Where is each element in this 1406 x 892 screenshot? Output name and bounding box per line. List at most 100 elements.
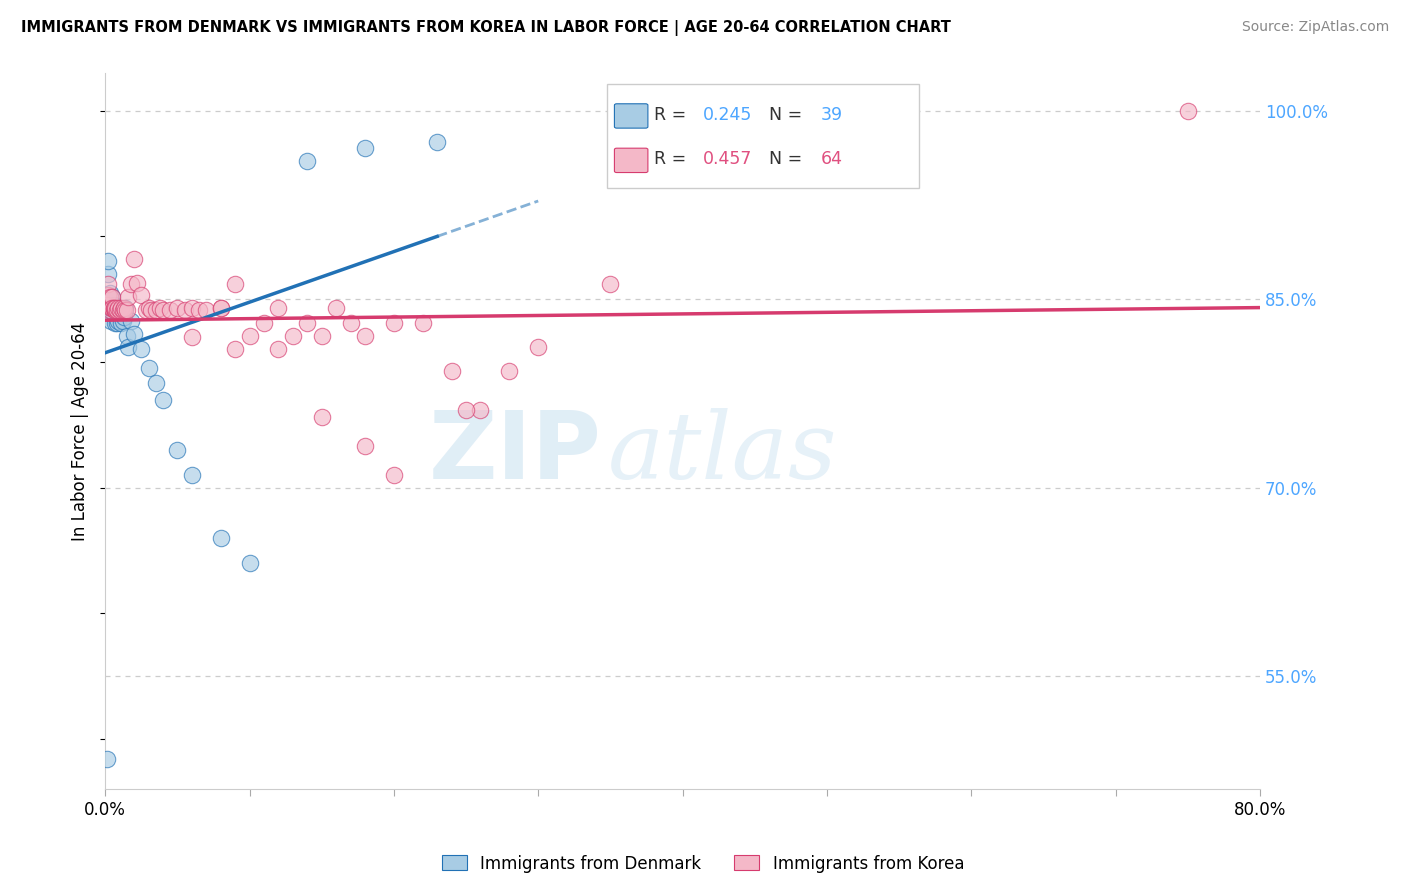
Point xyxy=(599,277,621,291)
Point xyxy=(104,316,127,330)
Point xyxy=(135,303,157,318)
Text: IMMIGRANTS FROM DENMARK VS IMMIGRANTS FROM KOREA IN LABOR FORCE | AGE 20-64 CORR: IMMIGRANTS FROM DENMARK VS IMMIGRANTS FR… xyxy=(21,20,950,36)
Point xyxy=(238,328,260,343)
Point xyxy=(97,267,120,281)
Point xyxy=(105,301,128,315)
Point xyxy=(297,153,319,168)
Point xyxy=(100,301,122,315)
Point xyxy=(253,316,276,330)
Point xyxy=(120,313,142,327)
Point xyxy=(354,439,377,453)
Point xyxy=(97,288,120,302)
Point xyxy=(97,254,120,268)
Point xyxy=(104,302,127,317)
Text: 0.245: 0.245 xyxy=(703,105,752,123)
Text: Source: ZipAtlas.com: Source: ZipAtlas.com xyxy=(1241,20,1389,34)
Point xyxy=(100,301,122,315)
Point xyxy=(110,301,132,315)
Point xyxy=(98,285,121,300)
Point xyxy=(112,310,135,324)
Point xyxy=(297,316,319,330)
Text: 64: 64 xyxy=(821,150,844,168)
Point xyxy=(354,141,377,155)
Point xyxy=(104,301,127,315)
Point xyxy=(339,316,361,330)
Point xyxy=(173,303,195,318)
Text: atlas: atlas xyxy=(607,408,837,498)
Point xyxy=(98,298,121,312)
Point xyxy=(104,303,127,318)
Point xyxy=(96,304,118,318)
Point xyxy=(238,556,260,570)
FancyBboxPatch shape xyxy=(614,103,648,128)
Point xyxy=(115,303,138,318)
Point xyxy=(382,316,405,330)
Point xyxy=(129,288,152,302)
Point xyxy=(281,328,304,343)
Point xyxy=(149,301,172,315)
Point xyxy=(103,302,125,317)
Point xyxy=(117,290,139,304)
Point xyxy=(115,328,138,343)
Point xyxy=(105,303,128,318)
Point xyxy=(180,330,202,344)
Point xyxy=(145,303,167,318)
Point xyxy=(107,304,129,318)
Point xyxy=(122,252,145,266)
Point xyxy=(103,307,125,321)
Point xyxy=(120,277,142,291)
Point xyxy=(117,340,139,354)
Point xyxy=(195,303,218,318)
Point xyxy=(1177,103,1199,118)
Point xyxy=(267,301,290,315)
Text: R =: R = xyxy=(654,105,692,123)
Point xyxy=(454,402,477,417)
Point xyxy=(103,301,125,315)
Point xyxy=(98,290,121,304)
Point xyxy=(267,343,290,357)
Point xyxy=(107,313,129,327)
Point xyxy=(426,135,449,149)
Point xyxy=(112,301,135,315)
Point xyxy=(382,468,405,483)
Legend: Immigrants from Denmark, Immigrants from Korea: Immigrants from Denmark, Immigrants from… xyxy=(434,848,972,880)
Point xyxy=(129,343,152,357)
Point xyxy=(180,301,202,315)
Text: N =: N = xyxy=(769,105,808,123)
Point xyxy=(166,301,188,315)
Point xyxy=(354,328,377,343)
Point xyxy=(107,301,129,315)
Point xyxy=(96,752,118,766)
Point xyxy=(111,313,134,327)
Point xyxy=(412,316,434,330)
Point xyxy=(224,343,246,357)
Text: R =: R = xyxy=(654,150,692,168)
FancyBboxPatch shape xyxy=(607,84,920,187)
Point xyxy=(145,376,167,391)
Point xyxy=(311,410,333,425)
Text: 39: 39 xyxy=(821,105,844,123)
Point xyxy=(224,277,246,291)
Text: 0.457: 0.457 xyxy=(703,150,752,168)
Point xyxy=(125,276,148,290)
Point xyxy=(101,290,124,304)
Point xyxy=(114,301,136,315)
Y-axis label: In Labor Force | Age 20-64: In Labor Force | Age 20-64 xyxy=(72,321,89,541)
Point xyxy=(101,290,124,304)
Point xyxy=(311,328,333,343)
Point xyxy=(209,301,232,315)
Point xyxy=(138,301,160,315)
Point xyxy=(470,402,492,417)
Point xyxy=(108,303,131,318)
Point xyxy=(152,303,174,318)
Point xyxy=(141,303,163,318)
Point xyxy=(188,303,211,318)
Point xyxy=(440,364,463,378)
Point xyxy=(103,298,125,312)
Point xyxy=(209,531,232,545)
Point xyxy=(108,301,131,315)
Point xyxy=(166,442,188,457)
Point xyxy=(498,364,520,378)
Point xyxy=(122,327,145,342)
Point xyxy=(110,316,132,330)
